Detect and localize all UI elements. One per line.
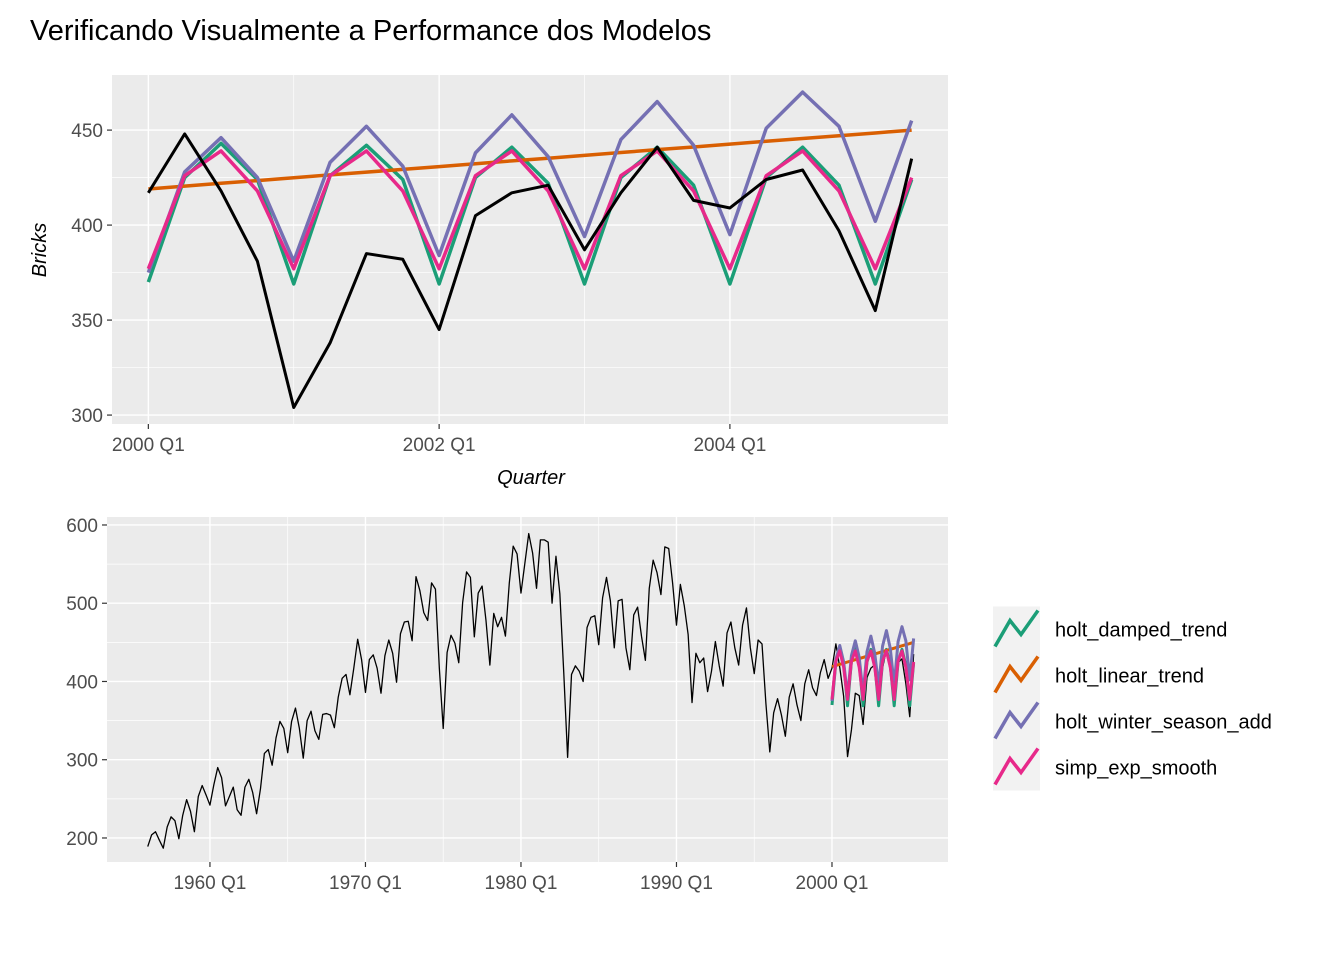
y-tick-label: 300 (71, 406, 103, 427)
y-axis-title: Bricks (29, 223, 51, 277)
x-tick-label: 1960 Q1 (173, 873, 246, 894)
x-axis-title: Quarter (497, 467, 566, 489)
series-line (146, 90, 914, 274)
series-line (147, 132, 914, 409)
legend-swatch (993, 747, 1040, 786)
chart-title: Verificando Visualmente a Performance do… (30, 15, 711, 47)
plot-panel (107, 517, 948, 862)
legend-swatch (993, 701, 1040, 740)
series-line (830, 649, 916, 701)
y-tick-label: 600 (66, 516, 98, 537)
legend-swatch (993, 609, 1040, 648)
legend-swatch (993, 655, 1040, 694)
plot-panel (112, 75, 948, 424)
x-tick-label: 1980 Q1 (485, 873, 558, 894)
legend-label: holt_linear_trend (1055, 666, 1204, 688)
legend-label: holt_winter_season_add (1055, 712, 1272, 734)
x-tick-label: 1970 Q1 (329, 873, 402, 894)
x-tick-label: 1990 Q1 (640, 873, 713, 894)
y-tick-label: 400 (66, 672, 98, 693)
y-tick-label: 500 (66, 594, 98, 615)
y-tick-label: 450 (71, 121, 103, 142)
series-line (148, 128, 912, 191)
x-tick-label: 2004 Q1 (693, 435, 766, 456)
series-line (147, 532, 915, 849)
x-tick-label: 2000 Q1 (112, 435, 185, 456)
x-tick-label: 2002 Q1 (403, 435, 476, 456)
y-tick-label: 350 (71, 311, 103, 332)
series-line (146, 149, 914, 271)
y-tick-label: 200 (66, 829, 98, 850)
legend-label: holt_damped_trend (1055, 620, 1227, 642)
legend-label: simp_exp_smooth (1055, 758, 1217, 780)
y-tick-label: 400 (71, 216, 103, 237)
x-tick-label: 2000 Q1 (796, 873, 869, 894)
y-tick-label: 300 (66, 751, 98, 772)
